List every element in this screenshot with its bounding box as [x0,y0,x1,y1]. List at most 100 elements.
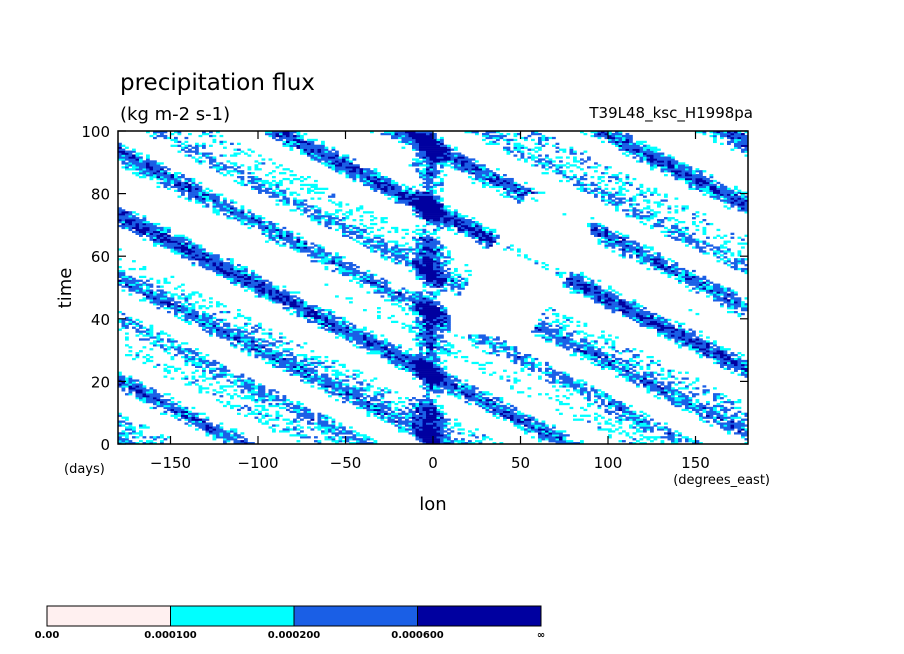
heatmap-cell [240,271,248,275]
heatmap-cell [139,299,147,302]
heatmap-cell [695,342,703,345]
heatmap-cell [440,265,444,269]
heatmap-cell [716,402,721,406]
heatmap-cell [205,434,210,437]
heatmap-cell [345,375,350,378]
heatmap-cell [293,373,301,376]
heatmap-cell [422,230,427,234]
heatmap-cell [538,432,542,435]
heatmap-cell [412,262,420,265]
heatmap-cell [590,387,595,390]
heatmap-cell [573,350,581,353]
heatmap-cell [363,334,367,337]
heatmap-cell [436,260,441,263]
heatmap-cell [604,340,609,343]
heatmap-cell [307,361,311,365]
heatmap-cell [436,289,441,292]
heatmap-cell [251,271,255,275]
heatmap-cell [447,383,451,386]
heatmap-cell [625,303,637,306]
heatmap-cell [699,416,703,419]
heatmap-cell [195,301,199,304]
heatmap-cell [275,354,283,357]
heatmap-cell [377,228,381,232]
heatmap-cell [650,428,654,431]
heatmap-cell [212,428,217,431]
heatmap-cell [177,410,182,413]
heatmap-cell [146,354,150,357]
heatmap-cell [212,373,217,376]
heatmap-cell [401,250,406,253]
heatmap-cell [163,404,171,408]
heatmap-cell [314,211,322,214]
heatmap-cell [524,193,528,196]
heatmap-cell [485,406,490,410]
heatmap-cell [268,281,273,284]
heatmap-cell [597,222,602,226]
heatmap-cell [604,299,616,302]
heatmap-cell [499,399,504,402]
heatmap-cell [688,383,693,386]
heatmap-cell [632,354,640,357]
heatmap-cell [310,213,315,216]
heatmap-cell [275,236,280,239]
heatmap-cell [156,332,161,335]
heatmap-cell [685,271,689,275]
heatmap-cell [461,385,465,388]
heatmap-cell [373,273,378,277]
heatmap-cell [429,320,441,324]
heatmap-cell [615,307,619,310]
heatmap-cell [496,402,500,406]
heatmap-cell [482,234,490,237]
heatmap-cell [349,236,353,239]
heatmap-cell [153,303,157,306]
heatmap-cell [258,383,262,386]
heatmap-cell [212,434,217,437]
heatmap-cell [394,365,399,369]
heatmap-cell [639,426,654,429]
heatmap-cell [415,338,420,341]
heatmap-cell [331,393,339,396]
heatmap-cell [625,244,630,247]
heatmap-cell [450,442,455,445]
heatmap-cell [618,416,623,419]
heatmap-cell [391,195,399,198]
heatmap-cell [289,303,297,306]
heatmap-cell [492,238,497,241]
heatmap-cell [601,334,605,337]
heatmap-cell [695,404,707,408]
heatmap-cell [716,359,721,363]
heatmap-cell [118,438,129,441]
heatmap-cell [254,399,259,402]
heatmap-cell [454,279,458,282]
heatmap-cell [163,240,168,243]
heatmap-cell [601,228,605,232]
heatmap-cell [401,404,406,408]
heatmap-cell [489,185,504,189]
heatmap-cell [149,277,154,280]
heatmap-cell [132,383,143,386]
heatmap-cell [296,420,301,423]
heatmap-cell [723,424,728,427]
heatmap-cell [247,226,252,230]
heatmap-cell [335,324,343,327]
heatmap-cell [552,430,556,433]
heatmap-cell [202,197,206,200]
heatmap-cell [699,412,703,415]
heatmap-cell [447,279,451,282]
heatmap-cell [667,428,672,431]
heatmap-cell [436,322,441,325]
heatmap-cell [398,191,409,194]
heatmap-cell [237,342,241,345]
heatmap-cell [387,185,392,189]
heatmap-cell [678,232,686,235]
heatmap-cell [468,387,472,390]
heatmap-cell [720,400,724,404]
heatmap-cell [216,424,220,427]
heatmap-cell [597,234,602,237]
heatmap-cell [188,293,196,296]
heatmap-cell [569,383,581,386]
heatmap-cell [485,230,490,234]
heatmap-cell [394,406,399,410]
heatmap-cell [419,293,423,296]
